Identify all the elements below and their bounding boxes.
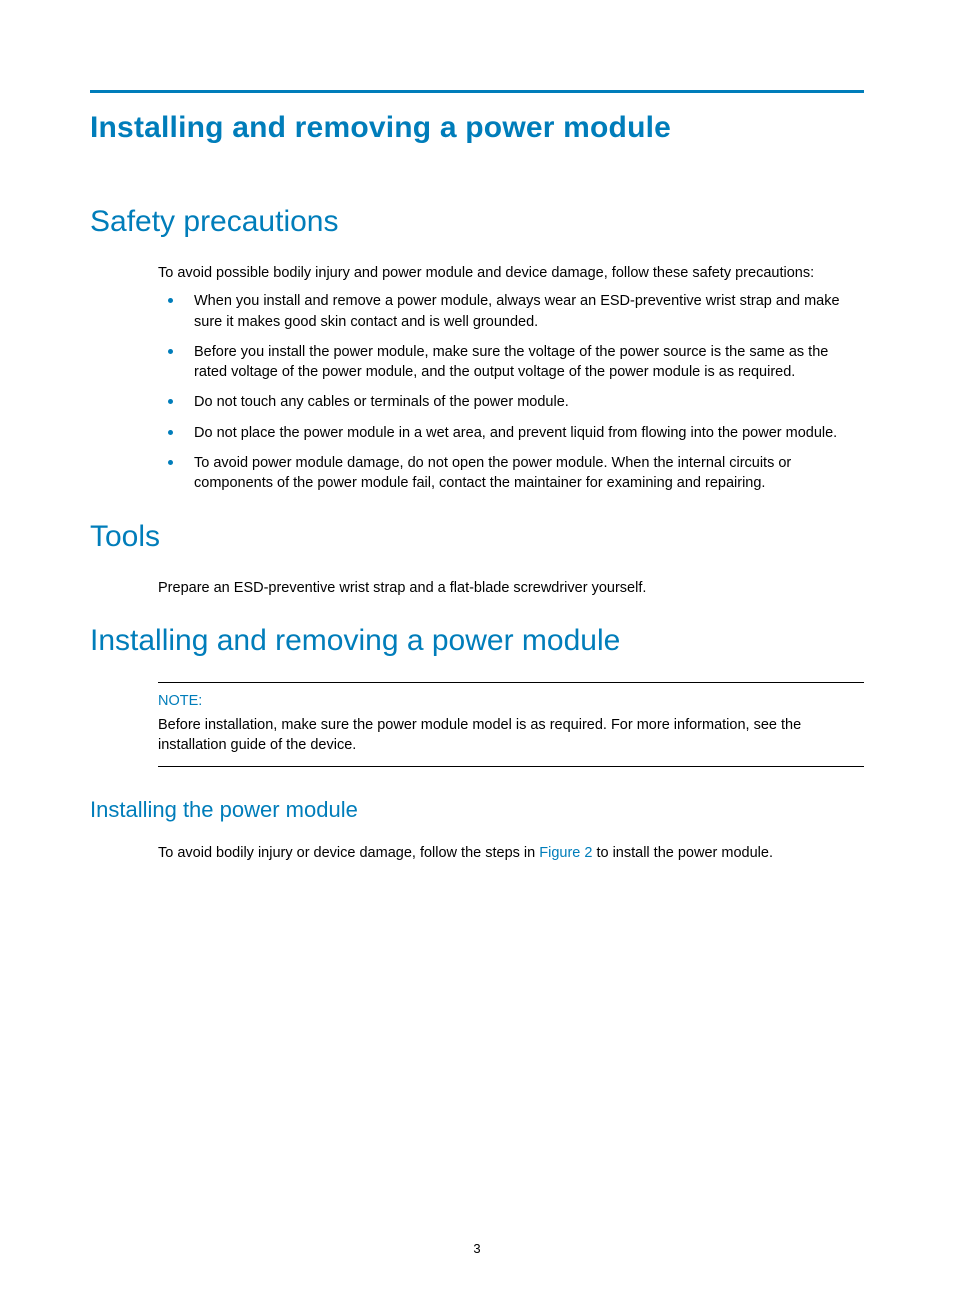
figure-link[interactable]: Figure 2: [539, 845, 592, 861]
list-item: Before you install the power module, mak…: [158, 342, 864, 383]
section-tools-heading: Tools: [90, 520, 864, 554]
subsection-install-heading: Installing the power module: [90, 797, 864, 823]
list-item: Do not touch any cables or terminals of …: [158, 392, 864, 412]
tools-text: Prepare an ESD-preventive wrist strap an…: [158, 578, 864, 598]
note-label: NOTE:: [158, 693, 864, 709]
top-rule: [90, 90, 864, 93]
note-box: NOTE: Before installation, make sure the…: [158, 682, 864, 767]
list-item: Do not place the power module in a wet a…: [158, 423, 864, 443]
page-number: 3: [0, 1241, 954, 1256]
list-item: To avoid power module damage, do not ope…: [158, 453, 864, 494]
install-text-post: to install the power module.: [592, 845, 773, 861]
note-text: Before installation, make sure the power…: [158, 715, 864, 756]
list-item: When you install and remove a power modu…: [158, 291, 864, 332]
install-text: To avoid bodily injury or device damage,…: [158, 843, 864, 863]
page-title: Installing and removing a power module: [90, 111, 864, 145]
section-install-remove-heading: Installing and removing a power module: [90, 624, 864, 658]
safety-intro: To avoid possible bodily injury and powe…: [158, 263, 864, 283]
install-text-pre: To avoid bodily injury or device damage,…: [158, 845, 539, 861]
safety-bullets: When you install and remove a power modu…: [158, 291, 864, 493]
section-safety-heading: Safety precautions: [90, 205, 864, 239]
